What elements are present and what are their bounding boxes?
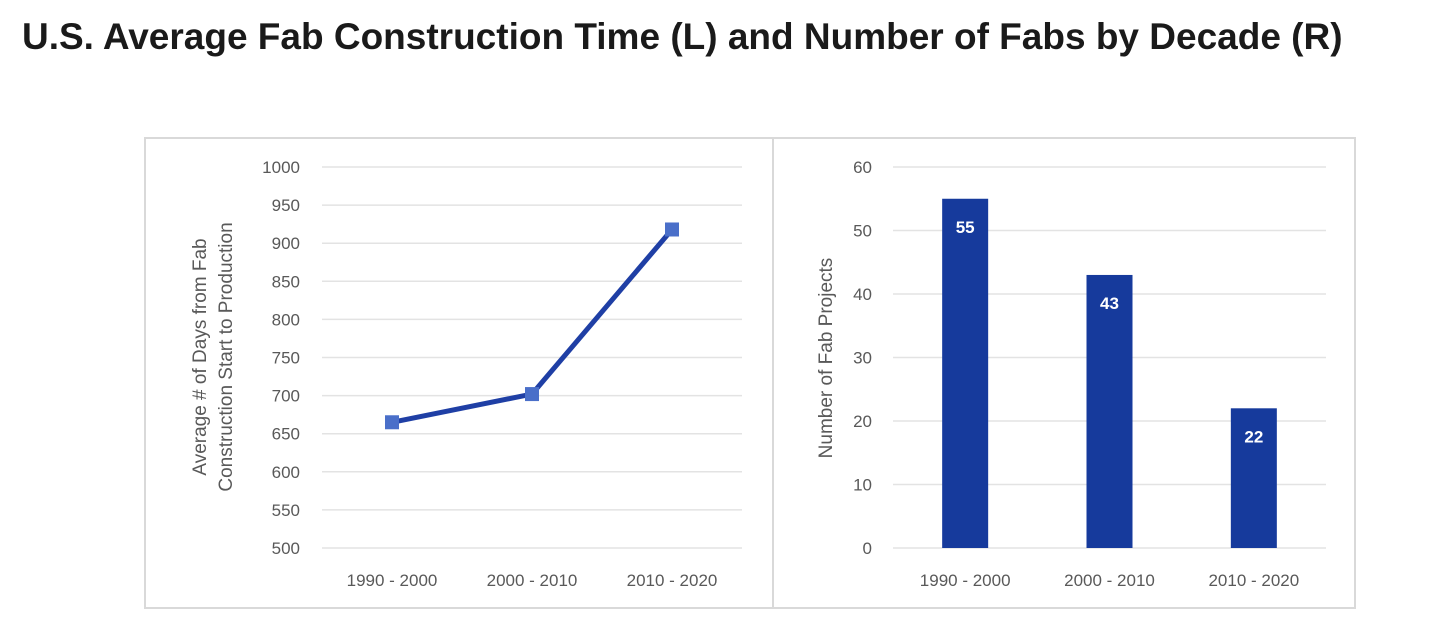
y-tick-label-right: 50 (853, 222, 872, 241)
y-tick-label-left: 600 (272, 463, 300, 482)
bar-data-label: 22 (1244, 427, 1263, 446)
y-tick-label-right: 0 (863, 539, 872, 558)
x-tick-label-right: 2010 - 2020 (1208, 571, 1299, 590)
x-tick-label-left: 2000 - 2010 (487, 571, 578, 590)
y-tick-label-left: 800 (272, 310, 300, 329)
data-point-marker (385, 415, 399, 430)
x-tick-label-right: 1990 - 2000 (920, 571, 1011, 590)
bar (1230, 408, 1277, 548)
bar (942, 198, 989, 548)
x-tick-label-right: 2000 - 2010 (1064, 571, 1155, 590)
y-tick-label-left: 550 (272, 501, 300, 520)
data-point-marker (525, 387, 539, 402)
y-tick-label-right: 60 (853, 158, 872, 177)
panel-divider (772, 137, 774, 609)
y-tick-label-left: 900 (272, 234, 300, 253)
y-tick-label-right: 20 (853, 412, 872, 431)
bar-data-label: 55 (956, 218, 975, 237)
y-tick-label-left: 1000 (262, 158, 300, 177)
y-axis-title-line: Construction Start to Production (216, 222, 237, 491)
y-tick-label-left: 650 (272, 425, 300, 444)
y-tick-label-right: 30 (853, 349, 872, 368)
y-tick-label-left: 500 (272, 539, 300, 558)
figure-frame (144, 137, 1356, 609)
x-tick-label-left: 2010 - 2020 (627, 571, 718, 590)
y-axis-title-line: Average # of Days from Fab (190, 238, 211, 475)
y-tick-label-left: 950 (272, 196, 300, 215)
y-tick-label-left: 850 (272, 272, 300, 291)
y-axis-title-right: Number of Fab Projects (816, 258, 837, 459)
y-tick-label-left: 750 (272, 349, 300, 368)
y-axis-title-left: Average # of Days from Fab Construction S… (190, 222, 237, 491)
y-tick-label-right: 40 (853, 285, 872, 304)
chart-title: U.S. Average Fab Construction Time (L) a… (22, 16, 1343, 57)
y-tick-label-right: 10 (853, 476, 872, 495)
bar-data-label: 43 (1100, 294, 1119, 313)
x-tick-label-left: 1990 - 2000 (347, 571, 438, 590)
data-point-marker (665, 222, 679, 237)
bar (1086, 274, 1133, 548)
y-tick-label-left: 700 (272, 387, 300, 406)
